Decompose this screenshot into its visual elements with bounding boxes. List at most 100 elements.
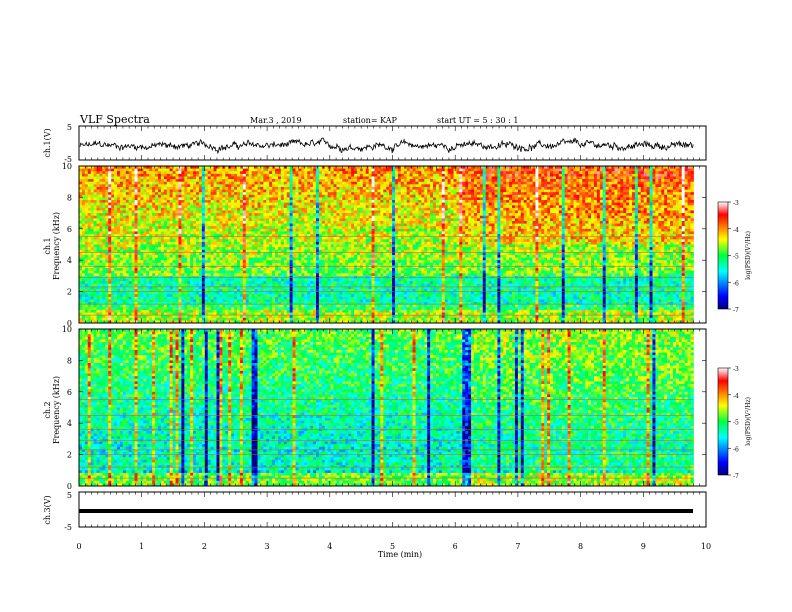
spectrogram-cell	[155, 317, 159, 321]
spectrogram-cell	[146, 273, 150, 277]
spectrogram-cell	[283, 202, 288, 206]
spectrogram-cell	[239, 265, 244, 269]
spectrogram-cell	[272, 273, 276, 277]
spectrogram-cell	[93, 244, 97, 248]
spectrogram-cell	[213, 265, 217, 269]
spectrogram-cell	[190, 218, 194, 222]
spectrogram-cell	[84, 262, 89, 266]
spectrogram-cell	[213, 234, 217, 238]
spectrogram-cell	[169, 202, 174, 206]
spectrogram-cell	[166, 205, 171, 209]
spectrogram-cell	[122, 228, 127, 232]
spectrogram-cell	[172, 244, 176, 248]
spectrogram-cell	[295, 317, 299, 321]
spectrogram-cell	[207, 260, 212, 264]
spectrogram-cell	[254, 296, 258, 300]
spectrogram-cell	[237, 281, 241, 285]
spectrogram-cell	[263, 176, 267, 180]
spectrogram-cell	[257, 307, 261, 311]
spectrogram-cell	[222, 262, 226, 266]
spectrogram-cell	[128, 231, 133, 235]
spectrogram-cell	[181, 291, 185, 295]
spectrogram-cell	[99, 186, 103, 190]
spectrogram-cell	[263, 226, 267, 230]
spectrogram-cell	[307, 207, 311, 211]
spectrogram-cell	[178, 291, 182, 295]
spectrogram-cell	[201, 304, 206, 308]
spectrogram-cell	[248, 205, 253, 209]
spectrogram-cell	[219, 226, 223, 230]
spectrogram-cell	[289, 288, 293, 292]
spectrogram-cell	[119, 215, 124, 219]
spectrogram-cell	[152, 173, 156, 177]
spectrogram-cell	[84, 236, 89, 240]
spectrogram-cell	[275, 309, 279, 313]
spectrogram-cell	[108, 226, 112, 230]
spectrogram-cell	[234, 207, 238, 211]
spectrogram-cell	[181, 194, 185, 198]
spectrogram-cell	[234, 210, 238, 214]
spectrogram-cell	[79, 171, 83, 175]
spectrogram-cell	[257, 294, 261, 298]
spectrogram-cell	[93, 309, 97, 313]
spectrogram-cell	[242, 202, 247, 206]
spectrogram-cell	[266, 304, 270, 308]
spectrogram-cell	[225, 194, 229, 198]
spectrogram-cell	[111, 288, 115, 292]
spectrogram-cell	[269, 179, 273, 183]
spectrogram-cell	[172, 239, 176, 243]
spectrogram-cell	[93, 226, 97, 230]
spectrogram-cell	[275, 213, 279, 217]
spectrogram-cell	[140, 260, 144, 264]
spectrogram-cell	[210, 223, 214, 227]
spectrogram-cell	[307, 186, 311, 190]
spectrogram-cell	[266, 281, 270, 285]
spectrogram-cell	[216, 288, 220, 292]
spectrogram-cell	[134, 202, 138, 206]
spectrogram-cell	[119, 270, 124, 274]
spectrogram-cell	[163, 207, 168, 211]
spectrogram-cell	[254, 252, 258, 256]
spectrogram-cell	[263, 197, 267, 201]
spectrogram-cell	[158, 286, 162, 290]
spectrogram-cell	[204, 207, 209, 211]
spectrogram-cell	[304, 173, 308, 177]
spectrogram-cell	[184, 320, 188, 324]
spectrogram-cell	[225, 288, 229, 292]
spectrogram-cell	[163, 197, 168, 201]
spectrogram-cell	[108, 291, 112, 295]
spectrogram-cell	[216, 278, 220, 282]
spectrogram-cell	[292, 262, 296, 266]
spectrogram-cell	[119, 189, 124, 193]
spectrogram-cell	[210, 247, 214, 251]
spectrogram-cell	[277, 173, 282, 177]
spectrogram-cell	[119, 286, 124, 290]
spectrogram-cell	[251, 192, 255, 196]
spectrogram-cell	[295, 288, 299, 292]
spectrogram-cell	[222, 205, 226, 209]
spectrogram-cell	[193, 192, 197, 196]
spectrogram-cell	[190, 317, 194, 321]
spectrogram-cell	[231, 197, 235, 201]
spectrogram-cell	[175, 252, 179, 256]
spectrogram-cell	[190, 273, 194, 277]
spectrogram-cell	[84, 220, 89, 224]
spectrogram-cell	[131, 260, 135, 264]
spectrogram-cell	[149, 218, 153, 222]
spectrogram-cell	[242, 307, 247, 311]
spectrogram-cell	[280, 205, 285, 209]
spectrogram-cell	[99, 278, 103, 282]
spectrogram-cell	[99, 247, 103, 251]
spectrogram-cell	[283, 200, 288, 204]
spectrogram-cell	[152, 181, 156, 185]
spectrogram-cell	[266, 254, 270, 258]
spectrogram-cell	[152, 309, 156, 313]
spectrogram-cell	[96, 213, 100, 217]
spectrogram-cell	[307, 257, 311, 261]
spectrogram-cell	[219, 205, 223, 209]
spectrogram-cell	[228, 197, 232, 201]
spectrogram-cell	[272, 286, 276, 290]
station-label: station= KAP	[343, 116, 398, 125]
spectrogram-cell	[310, 228, 314, 232]
spectrogram-cell	[166, 247, 171, 251]
